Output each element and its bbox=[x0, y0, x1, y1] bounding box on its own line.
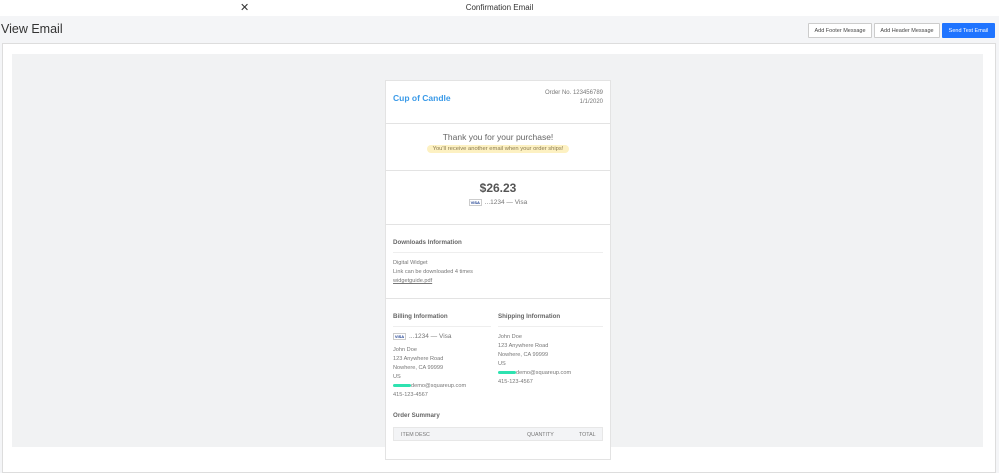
brand-name: Cup of Candle bbox=[393, 93, 451, 103]
title-bar: ✕ Confirmation Email bbox=[0, 0, 999, 16]
billing-phone: 415-123-4567 bbox=[393, 392, 428, 399]
shipping-name: John Doe bbox=[498, 334, 522, 340]
window-title: Confirmation Email bbox=[465, 3, 534, 12]
addresses-section: Billing Information VISA ...1234 — Visa J… bbox=[386, 299, 610, 459]
downloads-section: Downloads Information Digital Widget Lin… bbox=[386, 225, 610, 299]
email-header: Cup of Candle Order No. 123456789 1/1/20… bbox=[386, 81, 610, 124]
close-icon[interactable]: ✕ bbox=[240, 2, 250, 14]
add-header-message-button[interactable]: Add Header Message bbox=[874, 23, 940, 38]
billing-street: 123 Anywhere Road bbox=[393, 356, 444, 363]
thanks-section: Thank you for your purchase! You'll rece… bbox=[386, 124, 610, 171]
payment-text: ...1234 — Visa bbox=[484, 199, 528, 207]
shipping-info: Shipping Information John Doe 123 Anywhe… bbox=[498, 313, 603, 387]
visa-card-icon: VISA bbox=[393, 333, 406, 340]
billing-email-text: demo@squareup.com bbox=[411, 383, 467, 390]
shipping-country: US bbox=[498, 361, 506, 367]
column-item-desc: ITEM DESC bbox=[401, 432, 430, 438]
shipping-heading: Shipping Information bbox=[498, 313, 603, 327]
download-item: Digital Widget bbox=[393, 260, 428, 266]
downloads-heading: Downloads Information bbox=[393, 239, 603, 253]
shipping-phone: 415-123-4567 bbox=[498, 379, 533, 385]
shipping-email: demo@squareup.com bbox=[498, 369, 603, 378]
visa-card-icon: VISA bbox=[468, 199, 482, 206]
order-date: 1/1/2020 bbox=[579, 99, 603, 105]
amount-section: $26.23 VISA ...1234 — Visa bbox=[386, 171, 610, 225]
page-title: View Email bbox=[1, 22, 63, 36]
ships-note: You'll receive another email when your o… bbox=[386, 145, 610, 153]
billing-city: Nowhere, CA 99999 bbox=[393, 365, 444, 372]
send-test-email-button[interactable]: Send Test Email bbox=[942, 23, 995, 38]
redaction-mark bbox=[498, 371, 516, 375]
billing-email: demo@squareup.com bbox=[393, 382, 491, 391]
order-info: Order No. 123456789 1/1/2020 bbox=[545, 89, 603, 107]
billing-info: Billing Information VISA ...1234 — Visa J… bbox=[393, 313, 491, 400]
order-summary-heading: Order Summary bbox=[393, 412, 440, 419]
redaction-mark bbox=[393, 384, 411, 388]
download-link[interactable]: widgetguide.pdf bbox=[393, 278, 433, 284]
ships-note-text: You'll receive another email when your o… bbox=[426, 145, 570, 153]
thanks-heading: Thank you for your purchase! bbox=[442, 132, 554, 142]
billing-country: US bbox=[393, 374, 401, 381]
email-card: Cup of Candle Order No. 123456789 1/1/20… bbox=[385, 80, 611, 460]
column-quantity: QUANTITY bbox=[527, 432, 554, 438]
billing-payment-text: ...1234 — Visa bbox=[409, 333, 452, 341]
summary-table-header: ITEM DESC QUANTITY TOTAL bbox=[393, 427, 603, 441]
payment-method: VISA ...1234 — Visa bbox=[386, 199, 610, 206]
shipping-street: 123 Anywhere Road bbox=[498, 343, 549, 349]
add-footer-message-button[interactable]: Add Footer Message bbox=[808, 23, 872, 38]
billing-payment: VISA ...1234 — Visa bbox=[393, 333, 491, 340]
column-total: TOTAL bbox=[579, 432, 596, 438]
order-number: Order No. 123456789 bbox=[544, 90, 603, 96]
billing-heading: Billing Information bbox=[393, 313, 491, 327]
download-limit: Link can be downloaded 4 times bbox=[393, 269, 473, 275]
shipping-email-text: demo@squareup.com bbox=[516, 370, 572, 376]
order-amount: $26.23 bbox=[479, 181, 517, 195]
shipping-city: Nowhere, CA 99999 bbox=[498, 352, 549, 358]
billing-name: John Doe bbox=[393, 347, 417, 354]
